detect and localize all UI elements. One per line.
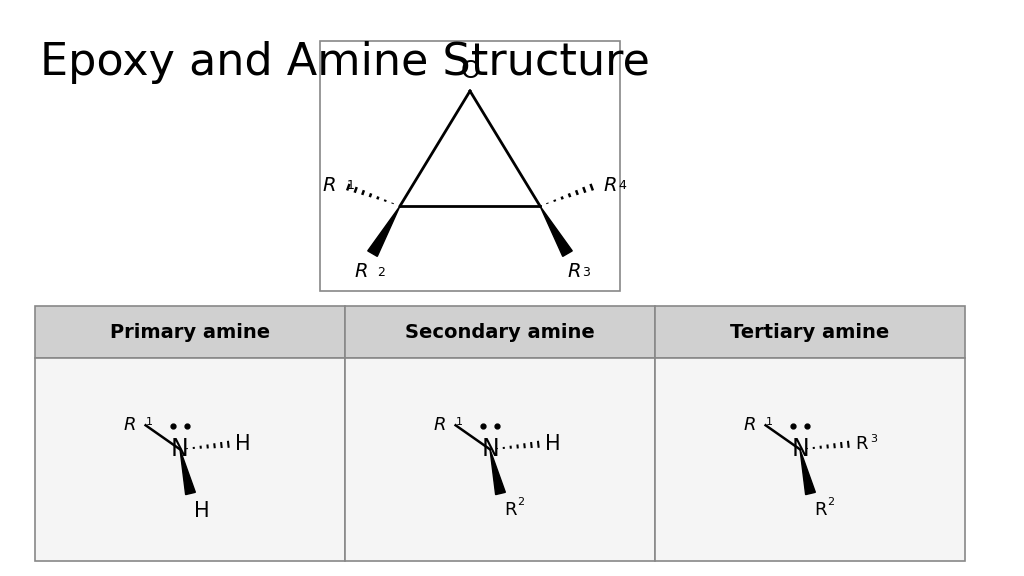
Text: Epoxy and Amine Structure: Epoxy and Amine Structure — [40, 41, 650, 84]
Text: 1: 1 — [766, 417, 772, 427]
Text: 2: 2 — [827, 498, 835, 507]
Polygon shape — [540, 206, 572, 256]
Text: R: R — [123, 416, 135, 434]
FancyBboxPatch shape — [655, 358, 965, 561]
Text: 1: 1 — [346, 179, 354, 192]
Text: N: N — [171, 437, 188, 461]
Text: R: R — [743, 416, 756, 434]
Text: 3: 3 — [583, 266, 591, 279]
Text: H: H — [546, 434, 561, 454]
Text: 2: 2 — [378, 266, 385, 279]
Text: Primary amine: Primary amine — [110, 323, 270, 342]
Text: R: R — [604, 176, 617, 195]
FancyBboxPatch shape — [319, 41, 620, 291]
Polygon shape — [490, 449, 506, 495]
Text: R: R — [323, 176, 336, 195]
Text: Secondary amine: Secondary amine — [406, 323, 595, 342]
FancyBboxPatch shape — [345, 306, 655, 358]
Text: O: O — [460, 59, 480, 83]
Text: R: R — [433, 416, 445, 434]
Text: N: N — [481, 437, 499, 461]
Text: 1: 1 — [145, 417, 153, 427]
Text: R: R — [354, 262, 368, 281]
FancyBboxPatch shape — [655, 306, 965, 358]
FancyBboxPatch shape — [35, 358, 345, 561]
Text: 3: 3 — [870, 434, 878, 444]
Text: 2: 2 — [517, 498, 524, 507]
Text: H: H — [195, 502, 210, 521]
FancyBboxPatch shape — [35, 306, 345, 358]
Text: 4: 4 — [618, 179, 627, 192]
Text: N: N — [792, 437, 809, 461]
Polygon shape — [368, 206, 400, 256]
Text: R: R — [505, 502, 517, 520]
Text: R: R — [567, 262, 581, 281]
FancyBboxPatch shape — [345, 358, 655, 561]
Polygon shape — [800, 449, 815, 495]
Text: R: R — [814, 502, 827, 520]
Text: R: R — [855, 435, 867, 453]
Polygon shape — [180, 449, 196, 495]
Text: Tertiary amine: Tertiary amine — [730, 323, 890, 342]
Text: H: H — [236, 434, 251, 454]
Text: 1: 1 — [456, 417, 463, 427]
